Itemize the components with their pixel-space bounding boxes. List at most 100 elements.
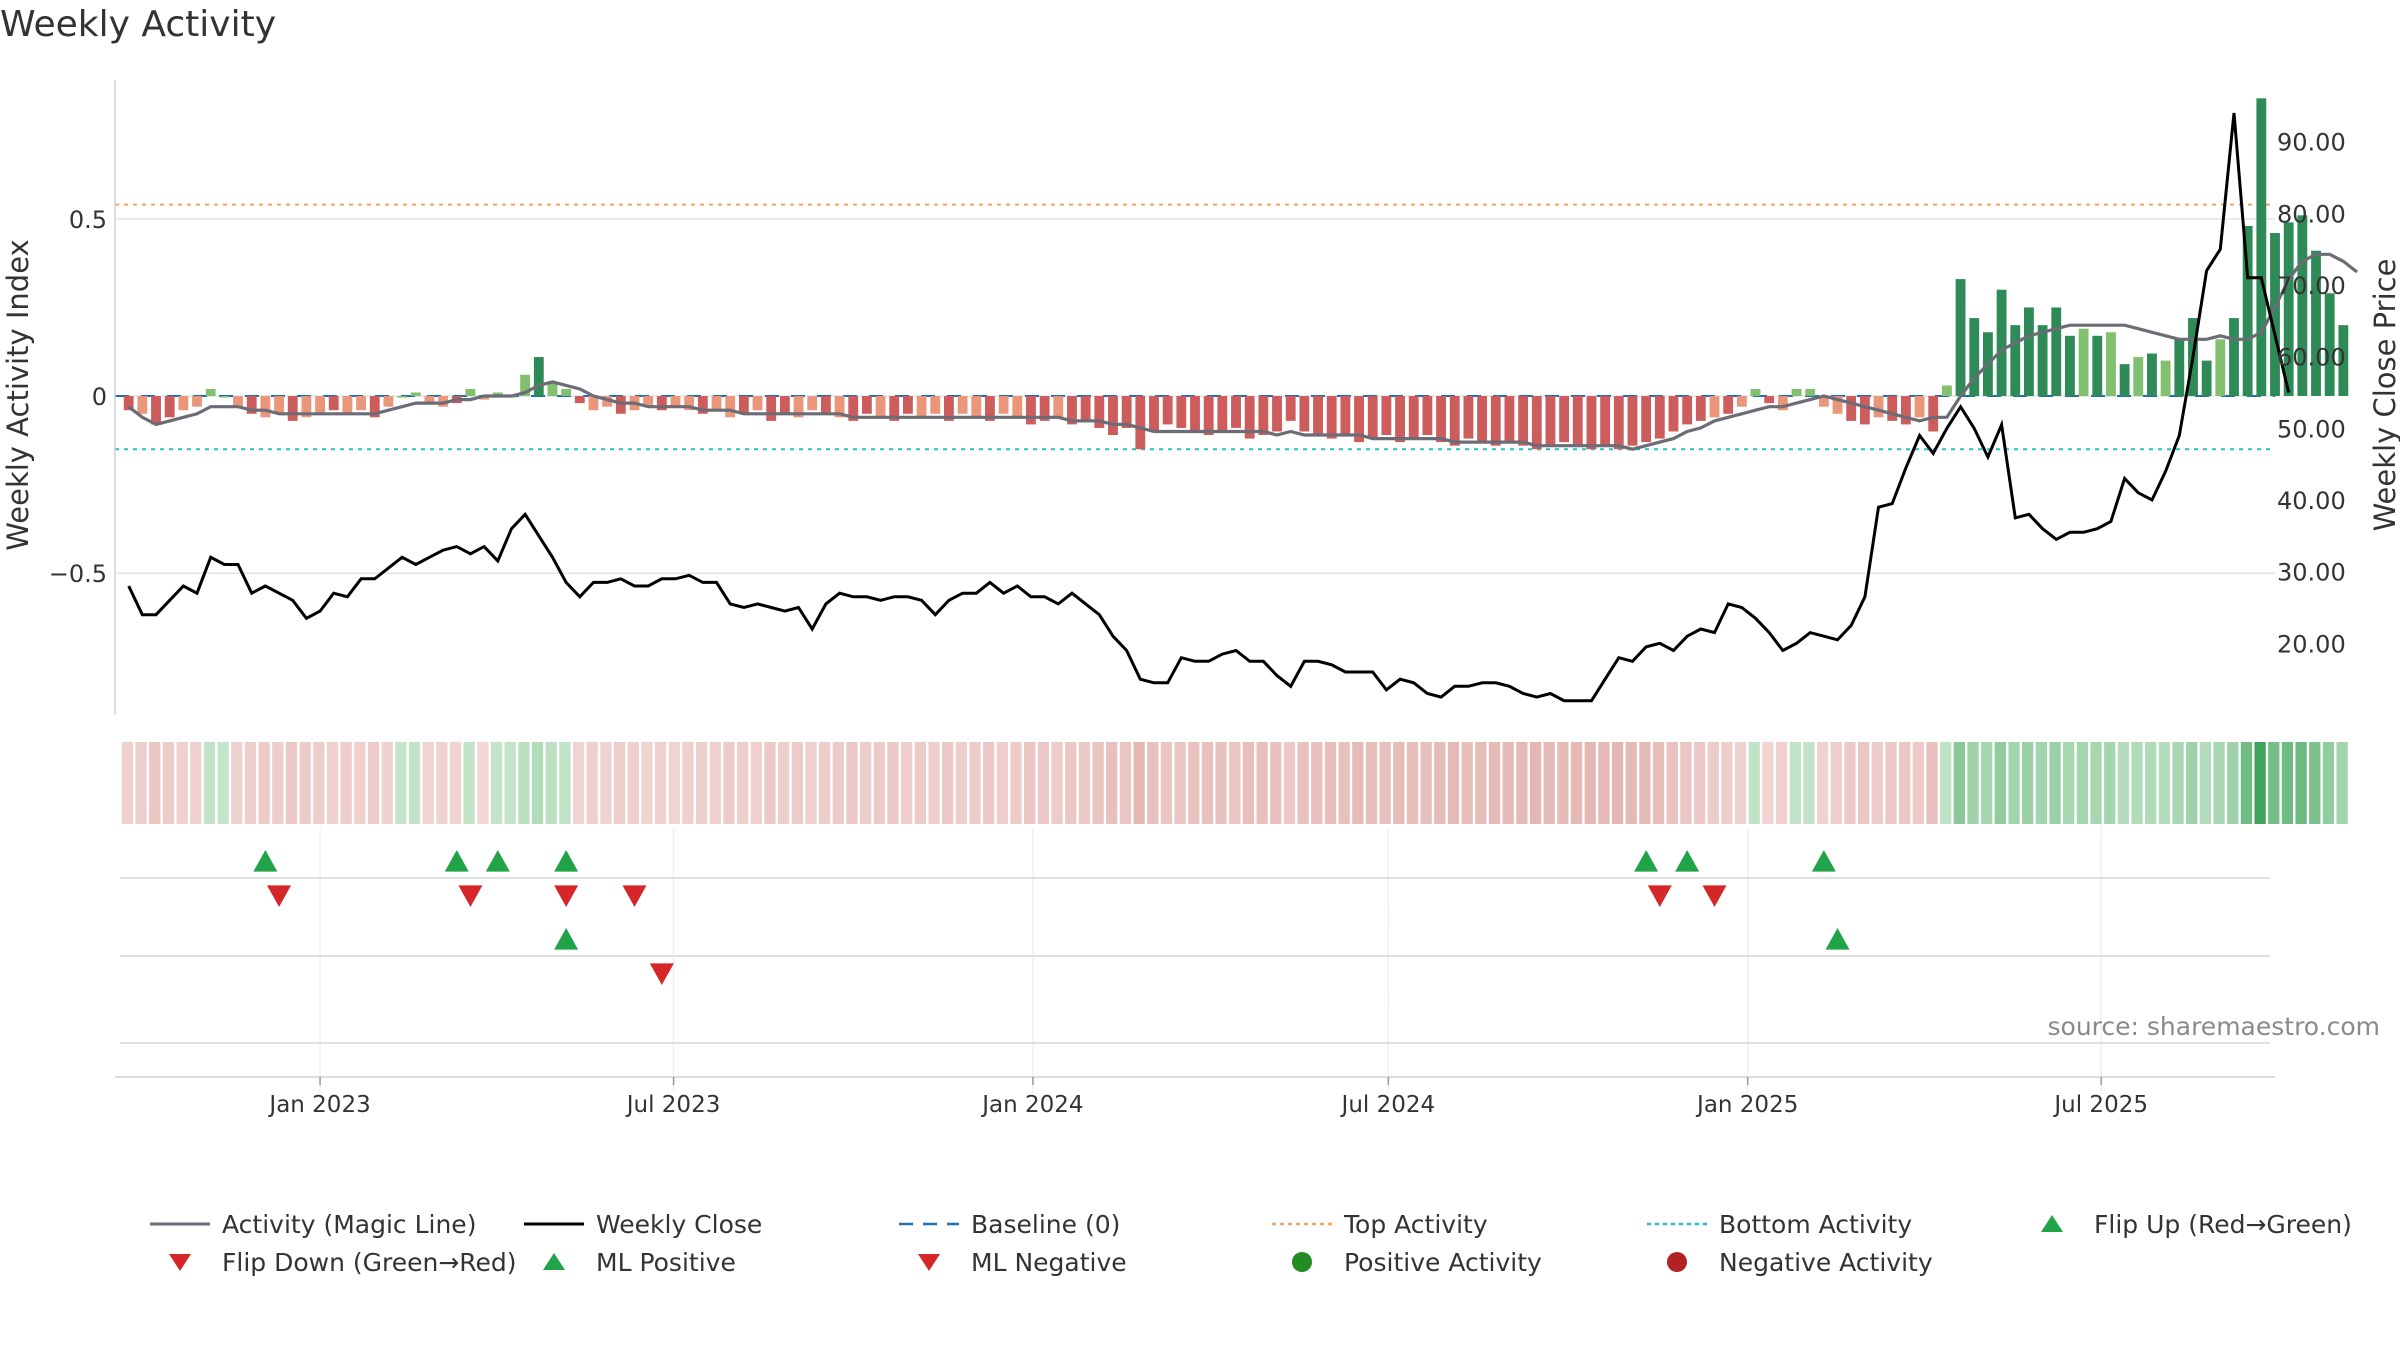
right-tick-label: 30.00 [2277,559,2346,587]
legend-item: ML Positive [524,1244,736,1280]
flip-up-marker [485,850,510,872]
activity-bar [2133,357,2144,397]
activity-bar [1600,396,1611,446]
activity-bar [2311,250,2321,397]
strip-cell [1557,742,1569,824]
strip-cell [1311,742,1323,824]
activity-bar [848,396,859,421]
strip-cell [1242,742,1255,824]
activity-bars [123,98,2349,450]
strip-cell [996,742,1009,824]
legend-label: Bottom Activity [1719,1209,1913,1239]
green-dot-icon [1292,1252,1312,1272]
strip-cell [258,742,270,824]
strip-cell [955,742,967,824]
legend-item: Bottom Activity [1647,1206,1912,1242]
strip-cell [2145,742,2157,824]
strip-cell [1188,742,1200,824]
strip-cell [1502,742,1514,824]
activity-bar [1996,289,2007,397]
activity-bar [1531,396,1542,450]
green-up-triangle-icon [2041,1215,2063,1232]
activity-bar [1736,396,1747,407]
activity-bar [424,396,435,404]
activity-bar [1818,396,1829,407]
legend-label: Negative Activity [1719,1247,1933,1277]
activity-bar [233,396,243,407]
strip-cell [641,742,653,824]
strip-cell [887,742,899,824]
left-tick-label: 0.5 [69,206,107,234]
activity-bar [1791,388,1802,397]
strip-cell [764,742,776,824]
strip-cell [1461,742,1473,824]
strip-cell [1885,742,1897,824]
strip-cell [1338,742,1350,824]
activity-bar [274,396,284,414]
activity-bar [944,396,954,421]
strip-cell [2063,742,2075,824]
activity-bar [1764,396,1775,404]
activity-bar [930,396,941,414]
ml-positive-marker [1825,928,1850,950]
strip-cell [1543,742,1555,824]
strip-cell [408,742,421,824]
strip-cell [190,742,202,824]
activity-bar [1436,396,1446,443]
activity-bar [2119,364,2130,397]
strip-cell [1393,742,1405,824]
strip-cell [1734,742,1747,824]
strip-cell [1297,742,1309,824]
strip-cell [627,742,639,824]
flip-up-marker [253,850,278,872]
weekly-close-line [127,112,2291,703]
strip-cell [2049,742,2061,824]
activity-bar [1285,396,1296,421]
strip-cell [983,742,995,824]
activity-bar [1313,396,1323,436]
strip-cell [449,742,462,824]
strip-cell [1652,742,1665,824]
strip-cell [1133,742,1145,824]
strip-cell [928,742,940,824]
strip-cell [203,742,216,824]
strip-cell [2008,742,2020,824]
flip-down-marker [1647,885,1672,907]
strip-cell [135,742,147,824]
activity-bar [1012,396,1023,418]
activity-bar [738,396,749,414]
strip-cell [942,742,954,824]
strip-cell [2022,742,2034,824]
x-tick-label: Jul 2023 [625,1092,721,1118]
strip-cell [1748,742,1760,824]
strip-cell [2268,742,2280,824]
strip-cell [490,742,503,824]
strip-cell [2186,742,2198,824]
strip-cell [1078,742,1091,824]
activity-bar [2037,325,2048,397]
strip-cell [354,742,366,824]
activity-bar [1190,396,1200,432]
strip-cell [1092,742,1104,824]
activity-bar [1490,396,1501,446]
activity-bar [752,396,763,411]
strip-cell [149,742,161,824]
strip-cell [395,742,407,824]
strip-cell [1160,742,1173,824]
strip-cell [2090,742,2102,824]
gray-line-icon [150,1222,210,1226]
activity-bar [2024,307,2034,397]
activity-bar [834,396,845,418]
activity-bar [397,396,408,398]
activity-bar [1504,396,1515,443]
strip-cell [518,742,530,824]
strip-cell [1762,742,1774,824]
activity-bar [1408,396,1419,439]
activity-bar [1272,396,1282,432]
strip-cell [1420,742,1432,824]
activity-bar [602,396,613,407]
activity-bar [643,396,654,407]
strip-cell [1707,742,1719,824]
legend-label: Positive Activity [1344,1247,1542,1277]
activity-bar [561,388,572,397]
